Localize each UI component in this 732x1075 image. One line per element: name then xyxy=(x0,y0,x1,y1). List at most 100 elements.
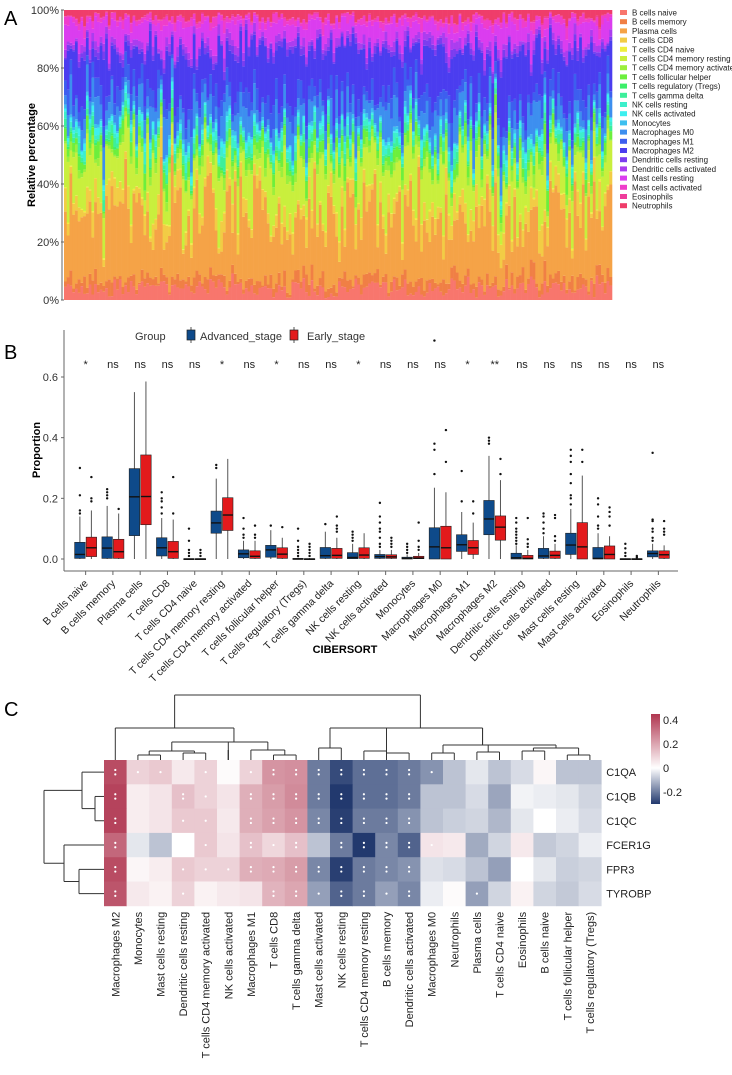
bar-segment xyxy=(211,69,215,97)
bar-segment xyxy=(201,23,205,33)
bar-segment xyxy=(601,48,605,117)
bar-segment xyxy=(198,274,202,282)
bar-segment xyxy=(266,47,270,59)
bar-segment xyxy=(354,275,358,279)
panel-b-box-plot: B Proportion CIBERSORT Group Advanced_st… xyxy=(4,327,678,685)
bar-segment xyxy=(510,158,514,166)
bar-segment xyxy=(373,173,377,274)
bar-segment xyxy=(116,54,120,87)
bar-segment xyxy=(436,169,440,174)
bar-segment xyxy=(433,217,437,219)
bar-segment xyxy=(294,20,298,27)
bar-segment xyxy=(554,144,558,166)
bar-segment xyxy=(190,195,194,200)
bar-segment xyxy=(422,31,426,40)
bar-segment xyxy=(494,88,498,94)
outlier-point xyxy=(569,472,572,476)
bar-segment xyxy=(395,22,399,24)
bar-segment xyxy=(587,48,591,50)
bar-segment xyxy=(348,33,352,42)
bar-segment xyxy=(480,196,484,197)
bar-segment xyxy=(192,137,196,144)
bar-segment xyxy=(579,288,583,300)
bar-segment xyxy=(442,139,446,142)
bar-segment xyxy=(477,228,481,277)
bar-segment xyxy=(379,115,383,118)
bar-segment xyxy=(518,45,522,52)
bar-segment xyxy=(280,223,284,245)
bar-segment xyxy=(403,46,407,63)
bar-segment xyxy=(507,145,511,185)
bar-segment xyxy=(568,19,572,21)
bar-segment xyxy=(121,294,125,300)
bar-segment xyxy=(554,282,558,300)
bar-segment xyxy=(211,122,215,129)
bar-segment xyxy=(118,181,122,202)
bar-segment xyxy=(592,22,596,43)
bar-segment xyxy=(280,122,284,129)
bar-segment xyxy=(359,217,363,240)
bar-segment xyxy=(277,203,281,273)
bar-segment xyxy=(387,103,391,138)
bar-segment xyxy=(565,219,569,248)
bar-segment xyxy=(472,283,476,290)
bar-segment xyxy=(285,230,289,232)
bar-segment xyxy=(422,166,426,203)
bar-segment xyxy=(420,223,424,225)
bar-segment xyxy=(294,160,298,174)
bar-segment xyxy=(516,19,520,31)
bar-segment xyxy=(85,10,89,16)
bar-segment xyxy=(562,208,566,276)
bar-segment xyxy=(277,17,281,19)
bar-segment xyxy=(507,287,511,290)
bar-segment xyxy=(543,41,547,49)
bar-segment xyxy=(187,59,191,67)
bar-segment xyxy=(568,18,572,20)
bar-segment xyxy=(546,246,550,286)
bar-segment xyxy=(151,10,155,21)
bar-segment xyxy=(398,289,402,300)
bar-segment xyxy=(225,191,229,291)
bar-segment xyxy=(592,283,596,298)
bar-segment xyxy=(170,34,174,37)
outlier-point xyxy=(487,442,491,445)
bar-segment xyxy=(195,69,199,94)
bar-segment xyxy=(143,214,147,216)
bar-segment xyxy=(274,156,279,161)
bar-segment xyxy=(529,10,533,22)
bar-segment xyxy=(261,36,265,41)
bar-segment xyxy=(239,23,243,27)
bar-segment xyxy=(576,289,580,300)
bar-segment xyxy=(442,279,446,296)
bar-segment xyxy=(94,10,98,13)
bar-segment xyxy=(392,10,396,14)
bar-segment xyxy=(327,143,331,186)
bar-segment xyxy=(516,187,520,189)
bar-segment xyxy=(390,146,394,152)
bar-segment xyxy=(340,119,344,130)
bar-segment xyxy=(395,82,399,98)
bar-segment xyxy=(305,274,309,293)
bar-segment xyxy=(203,186,207,277)
bar-segment xyxy=(469,120,473,122)
bar-segment xyxy=(365,286,369,300)
bar-segment xyxy=(137,107,142,111)
bar-segment xyxy=(422,16,426,21)
bar-segment xyxy=(450,197,454,207)
bar-segment xyxy=(551,108,555,114)
bar-segment xyxy=(148,18,152,22)
bar-segment xyxy=(135,202,139,290)
bar-segment xyxy=(439,207,443,213)
bar-segment xyxy=(332,10,336,24)
bar-segment xyxy=(228,287,232,300)
bar-segment xyxy=(420,224,424,252)
bar-segment xyxy=(299,208,303,210)
bar-segment xyxy=(458,10,462,14)
bar-segment xyxy=(190,176,194,185)
bar-segment xyxy=(518,135,522,138)
bar-segment xyxy=(351,15,355,27)
bar-segment xyxy=(373,137,377,141)
bar-segment xyxy=(590,167,594,172)
bar-segment xyxy=(228,119,232,129)
bar-segment xyxy=(217,181,221,248)
